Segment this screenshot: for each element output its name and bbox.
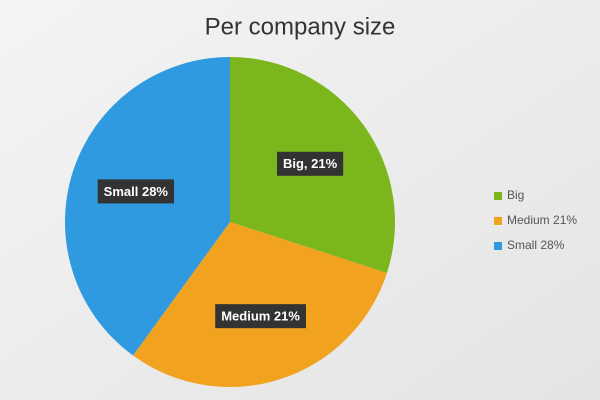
pie-slice [65, 56, 230, 356]
pie [65, 56, 395, 387]
data-label-box [276, 151, 344, 176]
data-label-box [215, 304, 306, 329]
legend-swatch [494, 192, 502, 200]
legend-swatch [494, 242, 502, 250]
data-labels: Big, 21% Medium 21% Small 28% [97, 151, 344, 329]
legend: Big Medium 21% Small 28% [494, 188, 577, 252]
chart-title: Per company size [205, 13, 396, 40]
legend-label: Big [507, 188, 524, 202]
data-label-box [97, 179, 175, 204]
legend-swatch [494, 217, 502, 225]
legend-label: Small 28% [507, 238, 565, 252]
data-label: Big, 21% [283, 156, 338, 171]
data-label: Medium 21% [221, 309, 300, 324]
legend-label: Medium 21% [507, 213, 577, 227]
data-label: Small 28% [104, 184, 169, 199]
